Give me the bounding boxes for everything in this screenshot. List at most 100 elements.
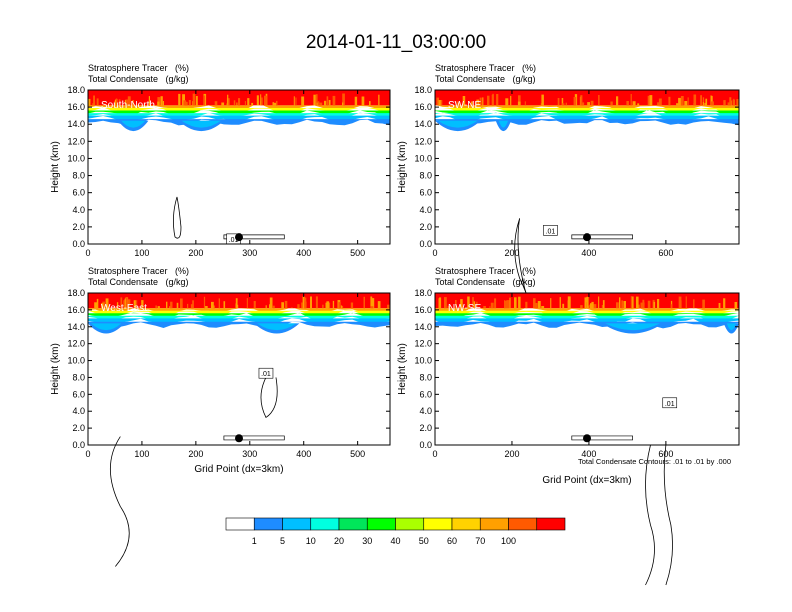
panel-tag: South-North (101, 100, 155, 111)
y-axis-label: Height (km) (50, 141, 61, 193)
colorbar-swatch (338, 517, 368, 531)
contour-label: .01 (665, 401, 675, 408)
panel-line2: Total Condensate (g/kg) (88, 277, 189, 287)
y-tick-label: 12.0 (67, 339, 85, 349)
colorbar-swatch (366, 517, 396, 531)
colorbar-label: 70 (475, 536, 486, 546)
x-tick-label: 300 (242, 449, 257, 459)
y-tick-label: 8.0 (419, 372, 432, 382)
x-tick-label: 400 (296, 449, 311, 459)
y-axis-label: Height (km) (397, 343, 408, 395)
colorbar-label: 50 (418, 536, 429, 546)
colorbar-label: 100 (500, 536, 517, 546)
x-tick-label: 600 (658, 449, 673, 459)
panel-tag: NW-SE (448, 303, 481, 314)
y-tick-label: 8.0 (72, 171, 85, 181)
colorbar-swatch (282, 517, 312, 531)
x-tick-label: 0 (432, 248, 437, 258)
x-tick-label: 400 (581, 449, 596, 459)
colorbar-label: 10 (305, 536, 316, 546)
panel-tag: West-East (101, 303, 147, 314)
contour-label: .01 (261, 371, 271, 378)
y-tick-label: 2.0 (72, 222, 85, 232)
panel-nw-se: .01 NW-SE 0.0 2.0 4.0 6.0 8.0 10.0 12.0 14.0 16.0 1… (397, 288, 740, 586)
y-tick-label: 6.0 (419, 389, 432, 399)
panel-south-north: .01 South-North 0.0 2.0 4.0 6.0 8.0 10.0 12.0 14.… (50, 85, 391, 258)
x-axis-label: Grid Point (dx=3km) (194, 464, 283, 475)
y-tick-label: 16.0 (414, 305, 432, 315)
y-tick-label: 4.0 (419, 205, 432, 215)
panel-line1: Stratosphere Tracer (%) (88, 266, 190, 276)
y-tick-label: 12.0 (414, 339, 432, 349)
x-tick-label: 200 (504, 449, 519, 459)
y-tick-label: 2.0 (419, 423, 432, 433)
y-tick-label: 0.0 (419, 239, 432, 249)
x-tick-label: 0 (85, 248, 90, 258)
y-tick-label: 10.0 (414, 153, 432, 163)
panel-line1: Stratosphere Tracer (%) (88, 63, 190, 73)
y-tick-label: 14.0 (414, 119, 432, 129)
y-tick-label: 0.0 (419, 440, 432, 450)
colorbar-swatch (225, 517, 255, 531)
x-tick-label: 600 (658, 248, 673, 258)
panel-line2: Total Condensate (g/kg) (435, 74, 536, 84)
panel-tag: SW-NE (448, 100, 481, 111)
y-tick-label: 6.0 (72, 188, 85, 198)
panel-line1: Stratosphere Tracer (%) (435, 266, 537, 276)
location-marker (583, 233, 591, 242)
y-tick-label: 0.0 (72, 440, 85, 450)
contour-label: .01 (546, 228, 556, 235)
y-tick-label: 4.0 (72, 205, 85, 215)
colorbar-label: 1 (251, 536, 257, 546)
colorbar-label: 20 (333, 536, 344, 546)
y-tick-label: 8.0 (72, 372, 85, 382)
y-tick-label: 6.0 (419, 188, 432, 198)
panel-line2: Total Condensate (g/kg) (435, 277, 536, 287)
figure-title: 2014-01-11_03:00:00 (305, 32, 487, 53)
y-tick-label: 16.0 (67, 305, 85, 315)
y-tick-label: 18.0 (67, 288, 85, 298)
colorbar-label: 40 (390, 536, 401, 546)
y-tick-label: 14.0 (67, 119, 85, 129)
y-tick-label: 4.0 (419, 406, 432, 416)
colorbar-label: 60 (446, 536, 457, 546)
y-tick-label: 14.0 (67, 322, 85, 332)
y-tick-label: 10.0 (67, 153, 85, 163)
y-tick-label: 14.0 (414, 322, 432, 332)
panel-title-sw-ne: Stratosphere Tracer (%) Total Condensate… (435, 63, 536, 85)
x-tick-label: 300 (242, 248, 257, 258)
colorbar-swatch (395, 517, 425, 531)
y-tick-label: 2.0 (72, 423, 85, 433)
colorbar-swatch (310, 517, 340, 531)
x-tick-label: 500 (350, 248, 365, 258)
y-tick-label: 18.0 (414, 85, 432, 95)
x-tick-label: 400 (296, 248, 311, 258)
y-tick-label: 16.0 (67, 102, 85, 112)
y-tick-label: 18.0 (414, 288, 432, 298)
x-tick-label: 400 (581, 248, 596, 258)
colorbar-swatch (536, 517, 566, 531)
x-tick-label: 0 (85, 449, 90, 459)
x-tick-label: 200 (188, 248, 203, 258)
colorbar-swatch (253, 517, 283, 531)
x-axis-label: Grid Point (dx=3km) (542, 475, 631, 486)
y-tick-label: 10.0 (67, 356, 85, 366)
x-tick-label: 200 (504, 248, 519, 258)
colorbar-label: 30 (362, 536, 373, 546)
y-tick-label: 0.0 (72, 239, 85, 249)
colorbar (225, 517, 566, 531)
panel-line1: Stratosphere Tracer (%) (435, 63, 537, 73)
x-tick-label: 100 (134, 248, 149, 258)
panel-title-west-east: Stratosphere Tracer (%) Total Condensate… (88, 266, 189, 288)
y-axis-label: Height (km) (50, 343, 61, 395)
y-tick-label: 6.0 (72, 389, 85, 399)
x-tick-label: 100 (134, 449, 149, 459)
y-axis-label: Height (km) (397, 141, 408, 193)
colorbar-swatch (451, 517, 481, 531)
y-tick-label: 2.0 (419, 222, 432, 232)
location-marker (583, 434, 591, 443)
panel-line2: Total Condensate (g/kg) (88, 74, 189, 84)
y-tick-label: 16.0 (414, 102, 432, 112)
panel-sw-ne: .01 SW-NE 0.0 2.0 4.0 6.0 8.0 10.0 12.0 14.0 16.0 1… (397, 85, 740, 359)
panel-title-south-north: Stratosphere Tracer (%) Total Condensate… (88, 63, 189, 85)
